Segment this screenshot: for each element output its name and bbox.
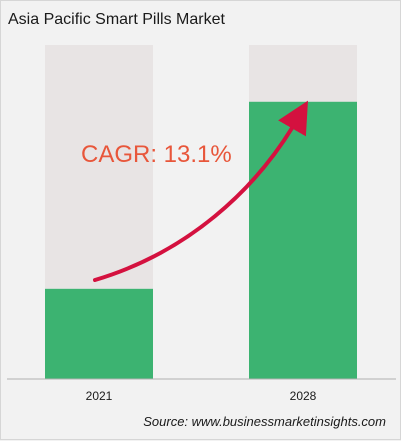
bar-2028 [249, 101, 357, 379]
bar-2021 [45, 288, 153, 379]
cagr-arrow [93, 100, 308, 282]
bars-layer [45, 45, 357, 379]
source-label: Source: www.businessmarketinsights.com [143, 414, 386, 429]
x-tick-label-2021: 2021 [86, 389, 113, 403]
x-tick-label-2028: 2028 [290, 389, 317, 403]
chart-title: Asia Pacific Smart Pills Market [8, 11, 225, 28]
tick-labels-layer: 2021 2028 [86, 389, 317, 403]
cagr-annotation: CAGR: 13.1% [81, 141, 232, 168]
